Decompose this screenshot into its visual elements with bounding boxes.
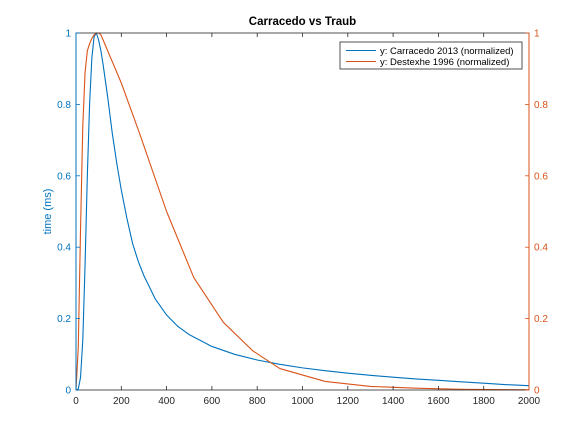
series-layer — [75, 32, 530, 391]
x-tick-label: 2000 — [518, 396, 541, 407]
x-tick-label: 1000 — [291, 396, 314, 407]
y-tick-label: 0 — [65, 386, 71, 397]
series-line-2 — [75, 32, 530, 391]
y2-tick-label: 1 — [534, 29, 540, 40]
y-tick-label: 0.4 — [57, 243, 71, 254]
y-tick-label: 0.2 — [57, 314, 71, 325]
plot-area: 0 200 400 600 800 1000 1200 1400 1600 1800 2000 00… — [57, 29, 548, 408]
x-tick-label: 400 — [158, 396, 175, 407]
legend-box — [339, 41, 523, 70]
series-line-1 — [75, 32, 530, 391]
y2-tick-label: 0.2 — [534, 314, 548, 325]
x-tick-label: 200 — [113, 396, 130, 407]
x-tick-label: 1400 — [382, 396, 405, 407]
y-axis-label: time (ms) — [42, 189, 54, 235]
right-y-axis: 0 0.2 0.4 0.6 0.8 1 — [525, 29, 548, 397]
y2-tick-label: 0.4 — [534, 243, 548, 254]
y2-tick-label: 0.8 — [534, 100, 548, 111]
x-tick-label: 1600 — [427, 396, 450, 407]
left-y-axis: 0 0.2 0.4 0.6 0.8 1 — [57, 29, 80, 397]
y2-tick-label: 0.6 — [534, 171, 548, 182]
legend: y: Carracedo 2013 (normalized)y: Destexh… — [339, 41, 523, 70]
chart-title: Carracedo vs Traub — [249, 16, 356, 28]
legend-label-2: y: Destexhe 1996 (normalized) — [380, 57, 509, 68]
x-tick-label: 1200 — [337, 396, 360, 407]
y-tick-label: 0.6 — [57, 171, 71, 182]
x-tick-label: 600 — [204, 396, 221, 407]
legend-label-1: y: Carracedo 2013 (normalized) — [380, 46, 514, 57]
plot-frame — [75, 32, 530, 391]
x-tick-label: 1800 — [473, 396, 496, 407]
y-tick-label: 1 — [65, 29, 71, 40]
y-tick-label: 0.8 — [57, 100, 71, 111]
x-axis: 0 200 400 600 800 1000 1200 1400 1600 1800 2000 — [73, 33, 541, 407]
y2-tick-label: 0 — [534, 386, 540, 397]
x-tick-label: 800 — [249, 396, 266, 407]
x-tick-label: 0 — [73, 396, 79, 407]
